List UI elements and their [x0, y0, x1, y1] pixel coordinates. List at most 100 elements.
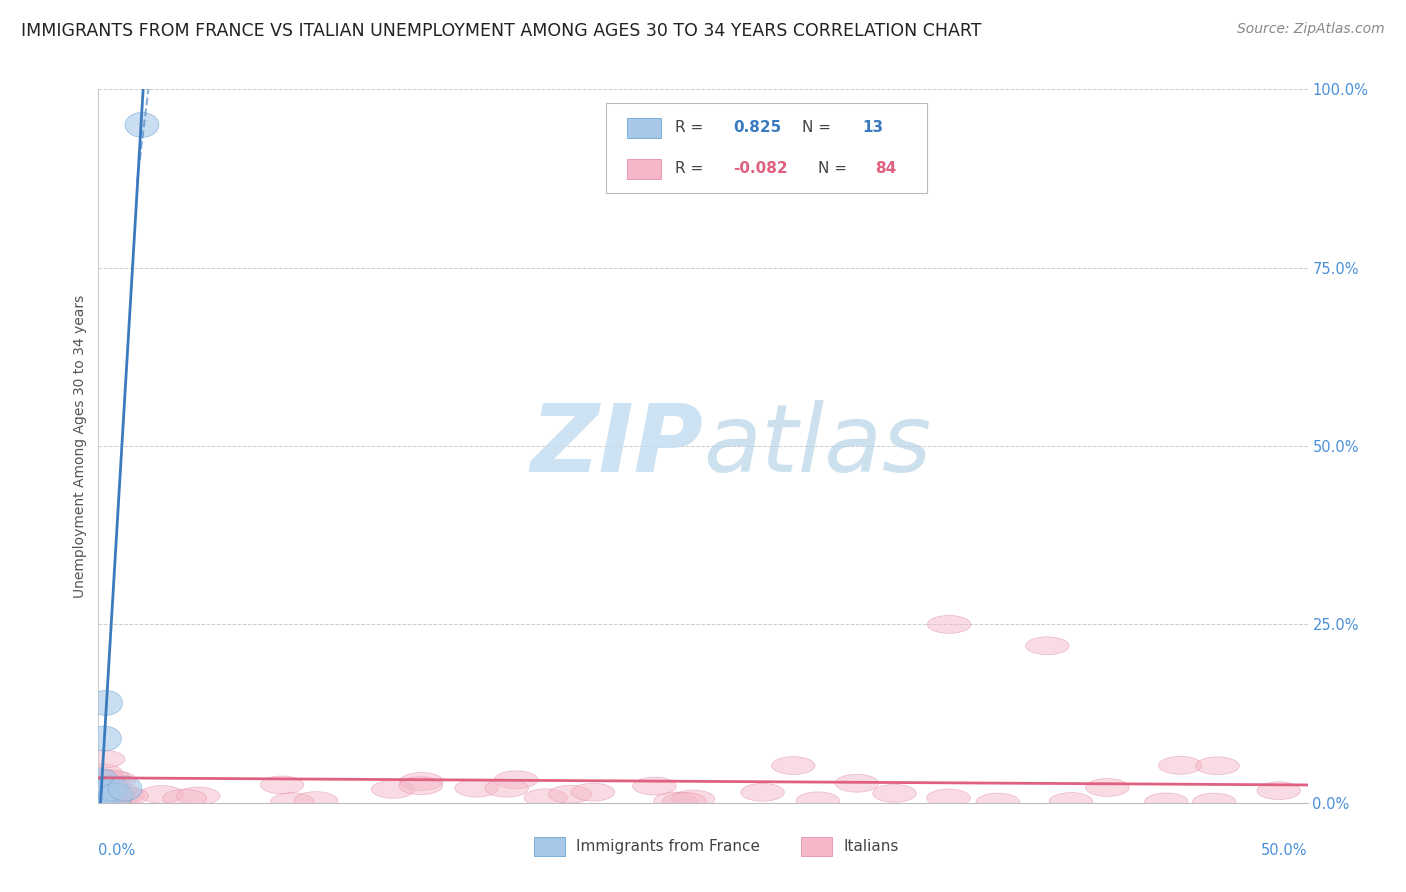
Ellipse shape	[835, 774, 879, 792]
Ellipse shape	[89, 793, 132, 811]
Ellipse shape	[101, 787, 145, 805]
Ellipse shape	[87, 726, 121, 751]
Text: 0.0%: 0.0%	[98, 843, 135, 858]
Ellipse shape	[87, 790, 131, 808]
Ellipse shape	[662, 792, 706, 810]
Ellipse shape	[86, 780, 120, 805]
Text: ZIP: ZIP	[530, 400, 703, 492]
Ellipse shape	[77, 790, 121, 808]
Ellipse shape	[571, 783, 614, 801]
Ellipse shape	[77, 789, 121, 807]
Text: -0.082: -0.082	[734, 161, 787, 176]
Ellipse shape	[270, 793, 314, 811]
Ellipse shape	[86, 787, 120, 812]
Ellipse shape	[139, 786, 183, 804]
Ellipse shape	[86, 769, 120, 794]
Ellipse shape	[796, 792, 839, 810]
Ellipse shape	[371, 780, 415, 798]
Text: Italians: Italians	[844, 839, 898, 854]
Ellipse shape	[84, 776, 118, 801]
Text: N =: N =	[803, 120, 837, 135]
Ellipse shape	[294, 792, 337, 810]
Ellipse shape	[1195, 757, 1239, 775]
Ellipse shape	[83, 789, 127, 806]
Ellipse shape	[79, 790, 122, 808]
Ellipse shape	[80, 793, 124, 811]
Text: IMMIGRANTS FROM FRANCE VS ITALIAN UNEMPLOYMENT AMONG AGES 30 TO 34 YEARS CORRELA: IMMIGRANTS FROM FRANCE VS ITALIAN UNEMPL…	[21, 22, 981, 40]
Text: 84: 84	[875, 161, 896, 176]
Ellipse shape	[454, 780, 498, 797]
Ellipse shape	[1257, 781, 1301, 799]
Ellipse shape	[94, 776, 128, 801]
Ellipse shape	[82, 788, 125, 805]
Ellipse shape	[77, 792, 121, 810]
Ellipse shape	[82, 793, 125, 811]
Text: atlas: atlas	[703, 401, 931, 491]
Ellipse shape	[84, 788, 128, 805]
Ellipse shape	[98, 783, 132, 808]
Text: 13: 13	[863, 120, 884, 135]
Ellipse shape	[82, 786, 125, 804]
FancyBboxPatch shape	[627, 118, 661, 137]
Ellipse shape	[485, 780, 529, 797]
Ellipse shape	[399, 772, 443, 790]
Ellipse shape	[77, 786, 121, 804]
Ellipse shape	[80, 793, 124, 811]
Y-axis label: Unemployment Among Ages 30 to 34 years: Unemployment Among Ages 30 to 34 years	[73, 294, 87, 598]
Ellipse shape	[772, 756, 815, 774]
Text: 0.825: 0.825	[734, 120, 782, 135]
Ellipse shape	[82, 789, 125, 807]
Ellipse shape	[1192, 793, 1236, 811]
Ellipse shape	[928, 615, 970, 633]
Ellipse shape	[80, 776, 124, 794]
Ellipse shape	[77, 793, 121, 811]
Ellipse shape	[90, 786, 134, 804]
Ellipse shape	[82, 750, 125, 768]
Ellipse shape	[83, 793, 127, 811]
Ellipse shape	[82, 771, 125, 789]
Ellipse shape	[89, 690, 122, 715]
Ellipse shape	[93, 771, 136, 789]
FancyBboxPatch shape	[606, 103, 927, 193]
Ellipse shape	[77, 774, 121, 792]
Ellipse shape	[163, 789, 207, 807]
Ellipse shape	[125, 112, 159, 137]
Ellipse shape	[80, 784, 124, 802]
Text: Source: ZipAtlas.com: Source: ZipAtlas.com	[1237, 22, 1385, 37]
Ellipse shape	[104, 787, 148, 805]
Text: R =: R =	[675, 161, 709, 176]
Ellipse shape	[1159, 756, 1202, 774]
Ellipse shape	[82, 786, 125, 804]
Ellipse shape	[495, 771, 538, 789]
Ellipse shape	[89, 792, 132, 810]
Ellipse shape	[87, 770, 131, 788]
Ellipse shape	[1085, 779, 1129, 797]
Ellipse shape	[1025, 637, 1069, 655]
Ellipse shape	[83, 778, 127, 796]
Ellipse shape	[976, 793, 1019, 811]
Ellipse shape	[83, 787, 117, 812]
Ellipse shape	[79, 788, 122, 805]
Ellipse shape	[176, 787, 219, 805]
Ellipse shape	[84, 792, 128, 810]
Ellipse shape	[77, 793, 121, 811]
Ellipse shape	[83, 784, 127, 802]
Ellipse shape	[87, 777, 129, 795]
Ellipse shape	[84, 781, 128, 799]
Ellipse shape	[83, 781, 127, 799]
Ellipse shape	[79, 764, 122, 781]
Text: R =: R =	[675, 120, 709, 135]
Ellipse shape	[80, 772, 124, 790]
Ellipse shape	[77, 786, 121, 804]
FancyBboxPatch shape	[627, 159, 661, 178]
Ellipse shape	[96, 789, 139, 807]
Ellipse shape	[79, 790, 122, 808]
Ellipse shape	[86, 792, 129, 810]
Ellipse shape	[524, 789, 568, 806]
Ellipse shape	[672, 790, 714, 808]
Text: N =: N =	[818, 161, 852, 176]
Ellipse shape	[79, 793, 122, 811]
Ellipse shape	[633, 777, 676, 795]
Ellipse shape	[654, 792, 697, 810]
Ellipse shape	[108, 776, 142, 801]
